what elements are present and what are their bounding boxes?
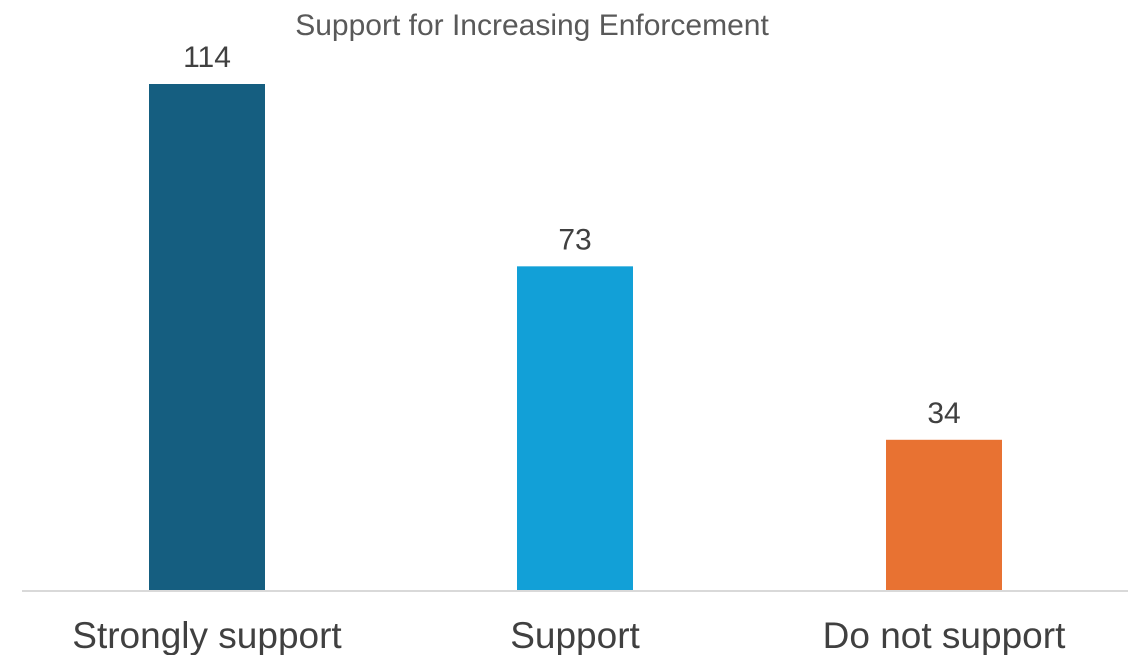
bar-do-not-support (886, 439, 1002, 591)
bar-strongly-support (149, 84, 265, 591)
category-label-support: Support (510, 615, 640, 655)
data-label-support: 73 (558, 223, 591, 256)
chart-title: Support for Increasing Enforcement (295, 9, 769, 42)
labels-group: 114 Strongly support 73 Support 34 Do not sup… (72, 41, 1066, 655)
data-label-do-not-support: 34 (927, 397, 960, 430)
category-label-do-not-support: Do not support (823, 615, 1066, 655)
data-label-strongly-support: 114 (183, 41, 231, 74)
bar-support (517, 266, 633, 591)
category-label-strongly-support: Strongly support (72, 615, 342, 655)
bars-group (149, 84, 1002, 591)
